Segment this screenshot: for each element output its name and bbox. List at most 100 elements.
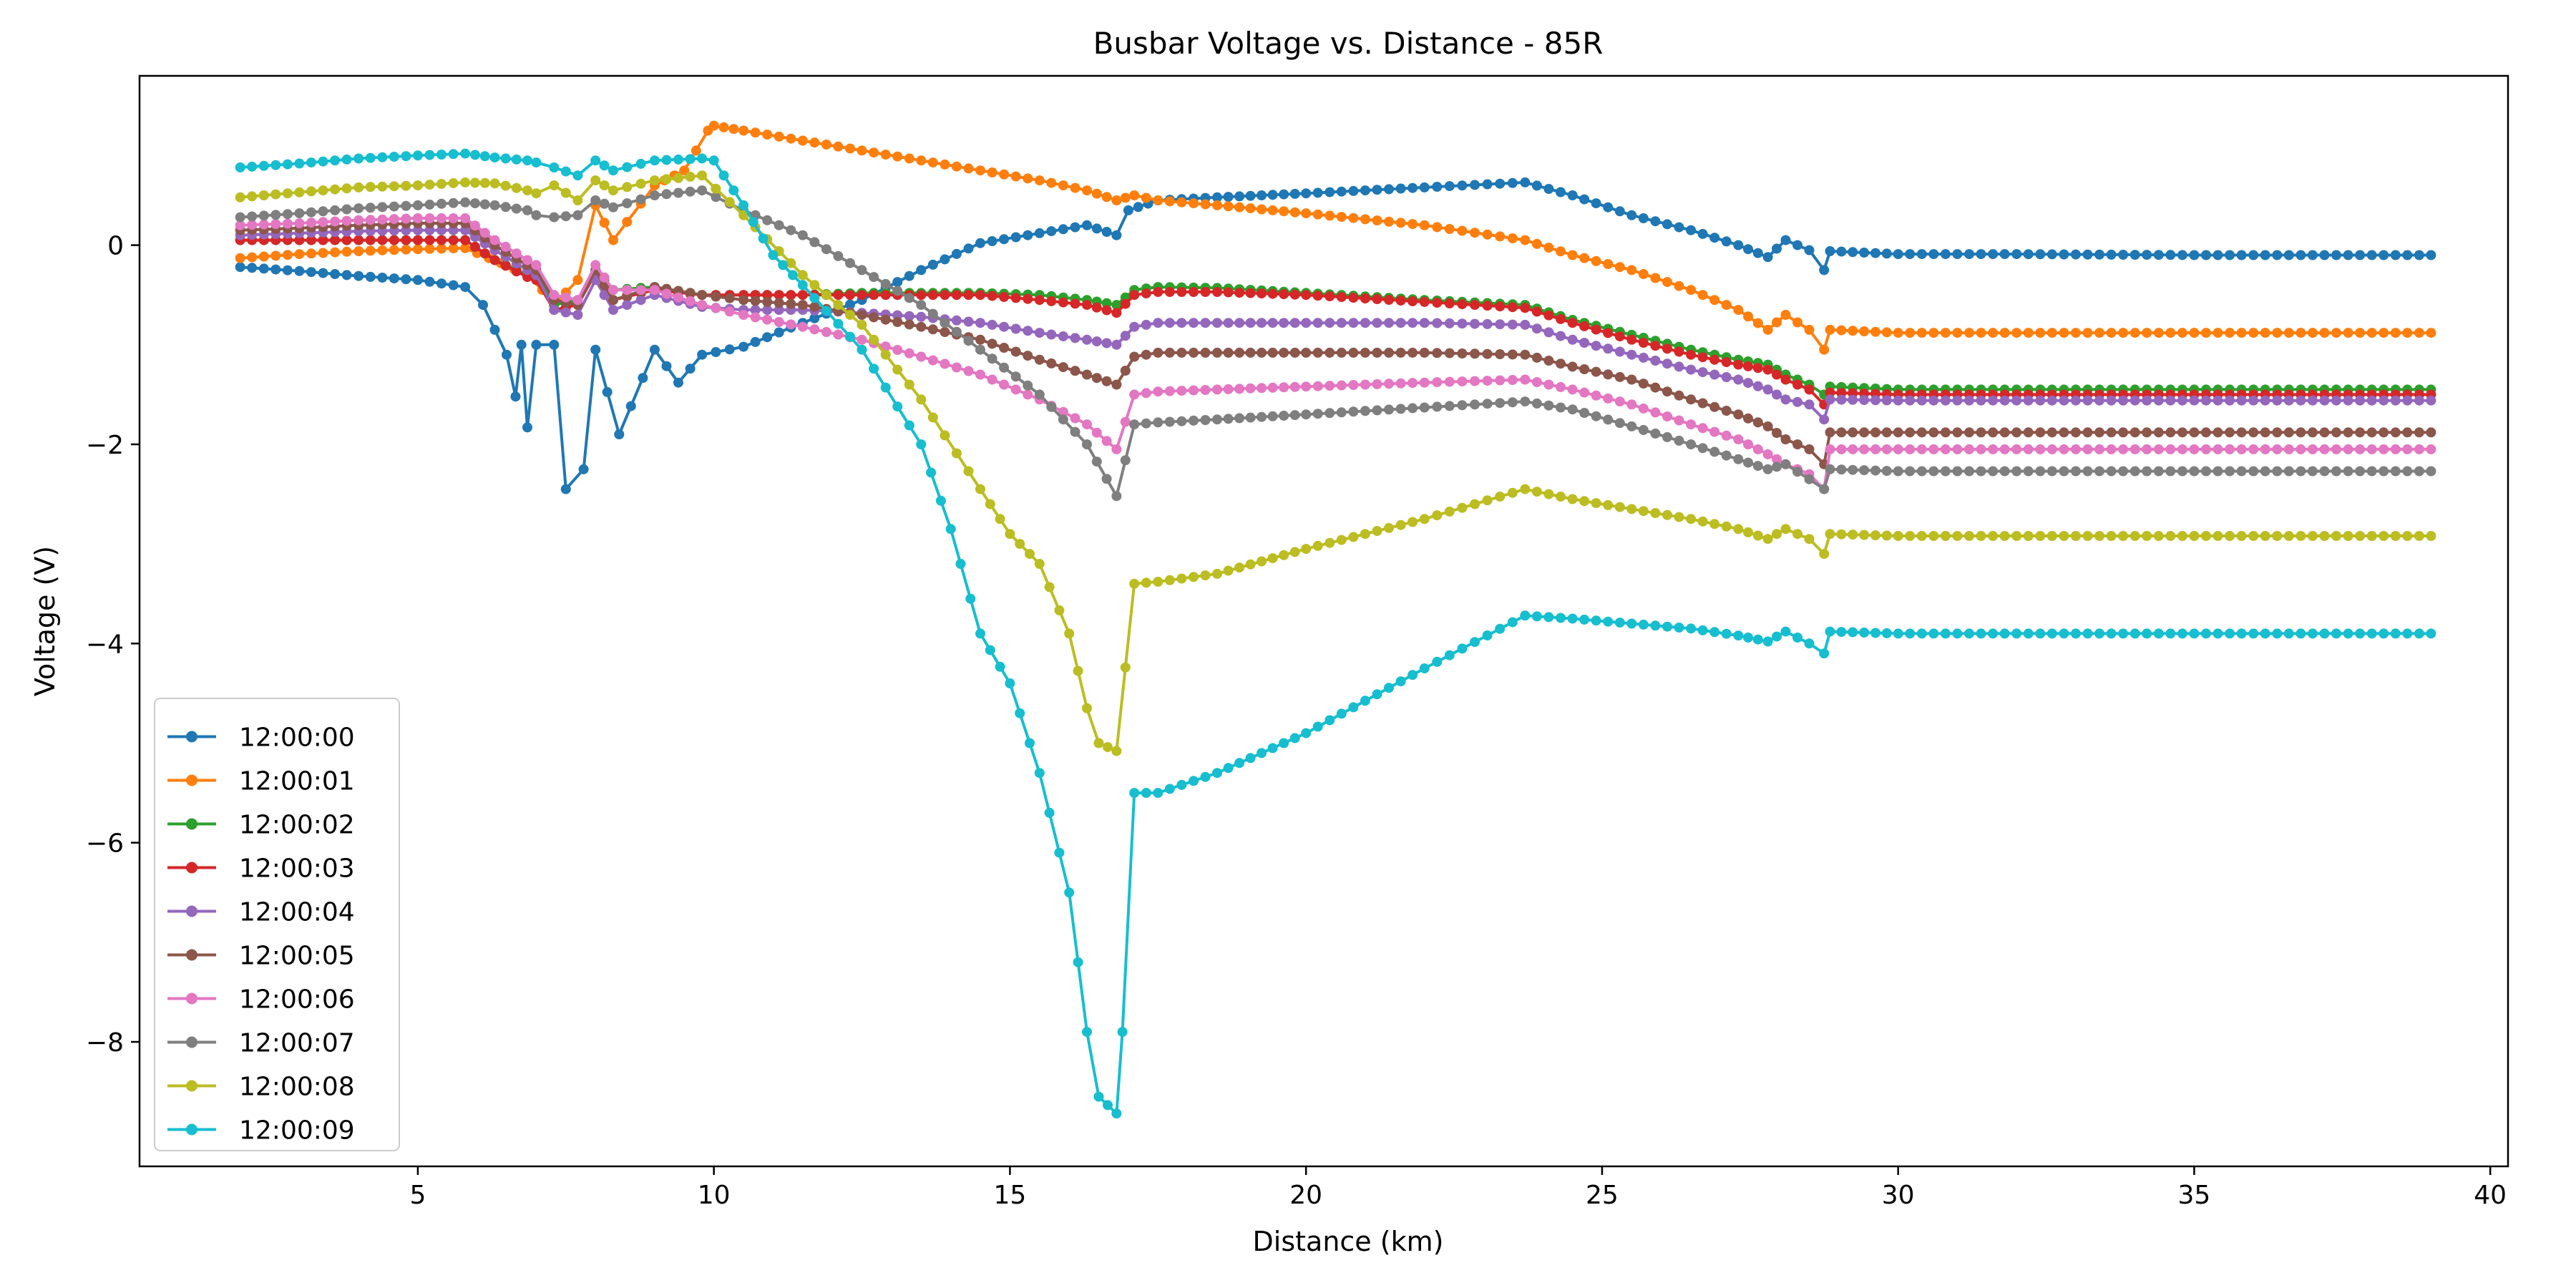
data-point: [1543, 400, 1554, 411]
data-point: [975, 334, 985, 345]
data-point: [2366, 466, 2377, 477]
data-point: [1507, 177, 1518, 188]
data-point: [1662, 509, 1672, 520]
data-point: [1743, 633, 1753, 643]
data-point: [1893, 531, 1903, 541]
data-point: [673, 172, 683, 183]
data-point: [479, 248, 490, 259]
data-point: [951, 326, 962, 337]
data-point: [1257, 288, 1267, 299]
data-point: [599, 160, 610, 171]
data-point: [365, 245, 376, 256]
data-point: [2142, 628, 2152, 639]
data-point: [1482, 630, 1493, 640]
data-point: [2296, 395, 2306, 406]
data-point: [2283, 328, 2294, 338]
data-point: [2046, 466, 2057, 477]
data-point: [436, 179, 447, 189]
data-point: [1301, 381, 1312, 392]
data-point: [1176, 416, 1187, 426]
data-point: [436, 225, 447, 235]
chart-title: Busbar Voltage vs. Distance - 85R: [1093, 26, 1604, 61]
data-point: [1999, 466, 2010, 477]
legend-label: 12:00:06: [239, 985, 355, 1015]
data-point: [927, 259, 938, 270]
data-point: [1603, 369, 1614, 380]
data-point: [306, 248, 316, 259]
data-point: [2319, 531, 2330, 541]
data-point: [774, 298, 784, 308]
data-point: [1257, 318, 1267, 328]
data-point: [235, 220, 245, 230]
data-point: [2023, 427, 2034, 438]
data-point: [1101, 192, 1112, 203]
data-point: [2118, 531, 2129, 541]
data-point: [869, 334, 879, 345]
data-point: [1976, 466, 1986, 477]
data-point: [2319, 444, 2330, 454]
data-point: [460, 213, 471, 223]
data-point: [1289, 207, 1300, 218]
data-point: [995, 661, 1005, 672]
data-point: [1223, 763, 1234, 774]
data-point: [869, 312, 879, 323]
data-point: [2307, 628, 2318, 639]
data-point: [2177, 531, 2187, 541]
data-point: [1015, 708, 1025, 718]
data-point: [1133, 202, 1143, 213]
data-point: [502, 349, 512, 360]
data-point: [1407, 219, 1418, 230]
data-point: [1495, 178, 1506, 189]
data-point: [1848, 326, 1858, 336]
data-point: [1482, 229, 1493, 240]
data-point: [389, 273, 399, 284]
data-point: [649, 155, 660, 166]
data-point: [1825, 387, 1835, 398]
data-point: [833, 290, 844, 301]
data-point: [1686, 419, 1697, 430]
data-point: [768, 250, 779, 260]
data-point: [2059, 531, 2069, 541]
data-point: [1189, 347, 1199, 358]
data-point: [2201, 250, 2211, 260]
data-point: [1916, 427, 1927, 438]
data-point: [1819, 549, 1830, 560]
data-point: [1848, 394, 1858, 405]
data-point: [1543, 356, 1554, 366]
data-point: [1212, 347, 1222, 358]
data-point: [1881, 444, 1892, 454]
data-point: [718, 122, 729, 132]
data-point: [602, 386, 613, 397]
data-point: [724, 306, 735, 317]
data-point: [1591, 498, 1601, 509]
legend-label: 12:00:08: [239, 1073, 355, 1102]
data-point: [1697, 367, 1708, 378]
data-point: [2236, 395, 2247, 406]
data-point: [282, 188, 293, 199]
data-point: [2283, 628, 2294, 639]
data-point: [2225, 466, 2235, 477]
data-point: [1372, 294, 1382, 304]
data-point: [809, 137, 820, 148]
data-point: [460, 282, 471, 293]
data-point: [270, 160, 281, 170]
data-point: [2272, 250, 2283, 260]
data-point: [2011, 427, 2022, 438]
data-point: [1976, 328, 1986, 338]
data-point: [1312, 347, 1323, 358]
data-point: [2106, 628, 2117, 639]
data-point: [2272, 328, 2283, 338]
data-point: [330, 216, 341, 227]
legend-label: 12:00:07: [239, 1029, 355, 1058]
data-point: [1520, 235, 1531, 245]
data-point: [1848, 627, 1858, 638]
data-point: [247, 161, 258, 172]
data-point: [892, 345, 903, 355]
data-point: [1164, 575, 1175, 585]
data-point: [516, 339, 527, 350]
data-point: [1762, 449, 1773, 459]
data-point: [2307, 466, 2318, 477]
data-point: [2118, 395, 2129, 406]
data-point: [916, 155, 927, 166]
data-point: [673, 187, 683, 198]
